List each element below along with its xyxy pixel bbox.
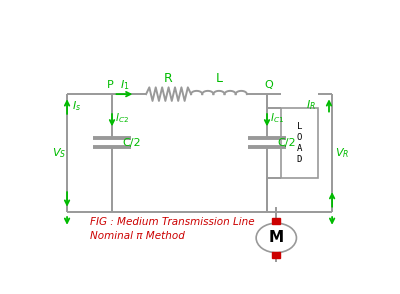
Text: L: L xyxy=(216,72,222,85)
Text: L
O
A
D: L O A D xyxy=(297,122,302,164)
Text: $I_s$: $I_s$ xyxy=(72,100,81,113)
Text: C/2: C/2 xyxy=(123,138,142,148)
Text: $I_{C1}$: $I_{C1}$ xyxy=(270,111,284,125)
Bar xyxy=(281,108,318,178)
Text: R: R xyxy=(164,72,173,85)
Text: FIG : Medium Transmission Line: FIG : Medium Transmission Line xyxy=(90,217,255,227)
Circle shape xyxy=(256,223,296,253)
Text: P: P xyxy=(107,80,114,90)
Text: $V_R$: $V_R$ xyxy=(335,146,350,160)
Text: $I_{C2}$: $I_{C2}$ xyxy=(115,111,129,125)
Bar xyxy=(272,218,280,224)
Text: $V_S$: $V_S$ xyxy=(52,146,66,160)
Text: $I_R$: $I_R$ xyxy=(306,98,316,112)
Text: $I_1$: $I_1$ xyxy=(120,78,129,92)
Text: C/2: C/2 xyxy=(278,138,296,148)
Text: Nominal π Method: Nominal π Method xyxy=(90,230,185,240)
Bar xyxy=(272,252,280,258)
Text: Q: Q xyxy=(264,80,273,90)
Text: M: M xyxy=(269,230,284,245)
